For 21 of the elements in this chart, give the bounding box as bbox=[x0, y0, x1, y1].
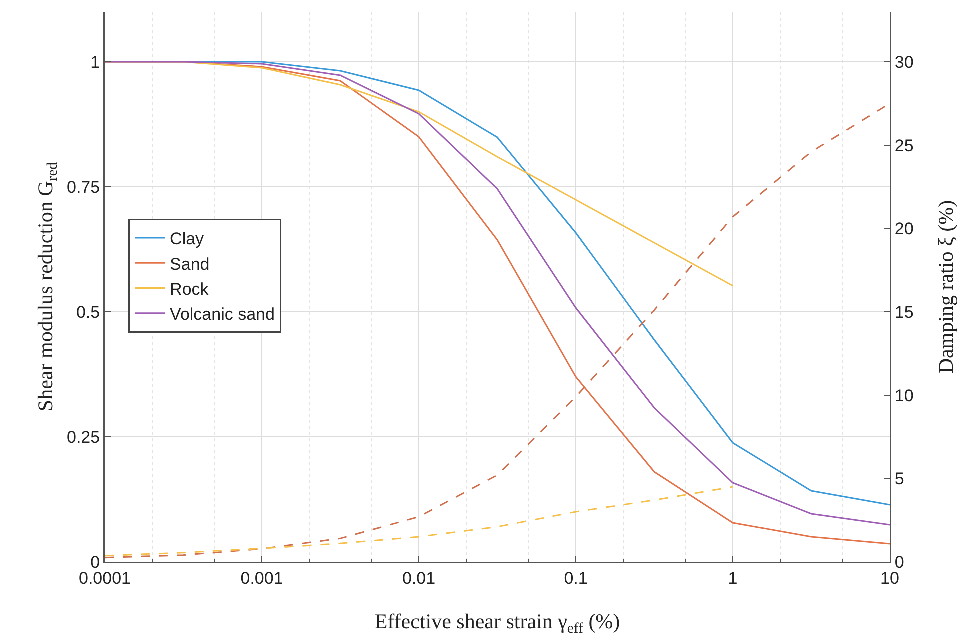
y2-tick-label: 15 bbox=[894, 302, 914, 322]
y2-tick-label: 30 bbox=[894, 52, 914, 72]
y-tick-label: 1 bbox=[90, 52, 100, 72]
y2-tick-label: 5 bbox=[894, 470, 904, 489]
x-tick-label: 0.01 bbox=[402, 568, 436, 588]
x-tick-label: 0.1 bbox=[564, 568, 588, 588]
y-tick-label: 0.75 bbox=[67, 178, 100, 197]
y2-axis-title: Damping ratio ξ (%) bbox=[934, 200, 958, 374]
x-tick-label: 1 bbox=[728, 568, 738, 588]
y2-tick-label: 20 bbox=[894, 220, 914, 239]
y2-tick-label: 10 bbox=[894, 386, 914, 406]
x-axis-title: Effective shear strain γ$_{eff}$ (%) bbox=[374, 610, 620, 637]
y2-tick-label: 25 bbox=[894, 136, 914, 156]
legend-label: Volcanic sand bbox=[170, 304, 275, 324]
x-tick-label: 0.001 bbox=[240, 568, 284, 588]
y-tick-label: 0.5 bbox=[76, 302, 100, 322]
line-series bbox=[105, 486, 734, 557]
y-tick-label: 0.25 bbox=[67, 428, 100, 447]
legend-label: Clay bbox=[170, 230, 205, 249]
legend-label: Rock bbox=[170, 280, 210, 299]
legend-label: Sand bbox=[170, 254, 210, 274]
